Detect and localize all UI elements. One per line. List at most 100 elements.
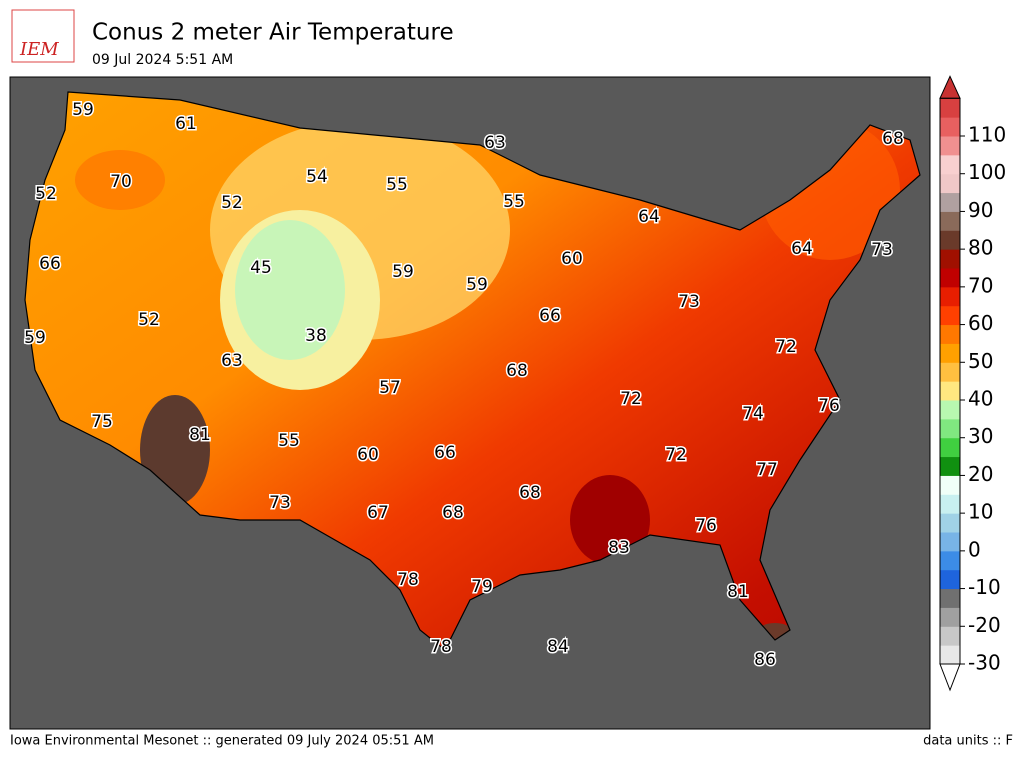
- colorbar-band: [940, 569, 960, 590]
- colorbar-tick-label: 30: [968, 424, 993, 448]
- station-label: 78: [397, 570, 419, 590]
- station-label: 63: [221, 351, 243, 371]
- colorbar-band: [940, 286, 960, 307]
- colorbar-band: [940, 607, 960, 627]
- station-label: 52: [138, 310, 160, 330]
- colorbar-tick-label: 50: [968, 349, 993, 373]
- station-label: 68: [882, 129, 904, 149]
- station-label: 73: [678, 292, 700, 312]
- colorbar-band: [940, 230, 960, 250]
- station-label: 55: [386, 175, 408, 195]
- colorbar-tick-label: 70: [968, 273, 993, 297]
- station-label: 61: [175, 114, 197, 134]
- station-label: 76: [695, 516, 717, 536]
- station-label: 68: [506, 361, 528, 381]
- station-label: 73: [269, 493, 291, 513]
- station-label: 72: [665, 445, 687, 465]
- footer-right: data units :: F: [923, 734, 1013, 749]
- colorbar-band: [940, 192, 960, 212]
- colorbar-tick-label: 110: [968, 123, 1006, 147]
- station-label: 68: [442, 503, 464, 523]
- colorbar-band: [940, 645, 960, 665]
- station-label: 45: [250, 258, 272, 278]
- station-label: 83: [608, 538, 630, 558]
- colorbar-band: [940, 400, 960, 420]
- colorbar-band: [940, 494, 960, 514]
- station-label: 38: [305, 326, 327, 346]
- station-label: 84: [547, 637, 569, 657]
- station-label: 81: [189, 425, 211, 445]
- station-label: 86: [754, 650, 776, 670]
- station-label: 59: [72, 100, 94, 120]
- station-label: 64: [791, 239, 813, 259]
- station-label: 66: [434, 443, 456, 463]
- temperature-field: [25, 92, 920, 650]
- colorbar-tick-label: 40: [968, 387, 993, 411]
- colorbar-band: [940, 324, 960, 344]
- station-label: 66: [39, 254, 61, 274]
- colorbar-extend-top: [939, 75, 961, 99]
- colorbar-band: [940, 588, 960, 608]
- title: Conus 2 meter Air Temperature: [92, 20, 454, 46]
- colorbar-tick-label: 0: [968, 537, 981, 561]
- station-label: 64: [638, 207, 660, 227]
- colorbar-tick-label: 20: [968, 462, 993, 486]
- station-labels: 59 61 63 68 70 54 55 52 52 55 64 64 73 66 45 59 59 60 52 38…: [23, 99, 906, 672]
- colorbar: -30 -20 -10 0 10 20 30 40 50 60 70 80 90 100 110: [939, 75, 1006, 692]
- colorbar-band: [940, 173, 960, 194]
- colorbar-band: [940, 211, 960, 231]
- field-blob: [235, 220, 345, 360]
- logo-text: IEM: [19, 39, 59, 60]
- colorbar-frame: [939, 97, 961, 665]
- colorbar-tick-label: -20: [968, 613, 1001, 637]
- station-label: 76: [818, 396, 840, 416]
- colorbar-band: [940, 343, 960, 363]
- colorbar-tick-label: 80: [968, 236, 993, 260]
- station-label: 72: [620, 389, 642, 409]
- station-label: 81: [727, 582, 749, 602]
- station-label: 79: [471, 577, 493, 597]
- colorbar-band: [940, 136, 960, 156]
- station-label: 78: [430, 637, 452, 657]
- station-label: 73: [871, 240, 893, 260]
- subtitle: 09 Jul 2024 5:51 AM: [92, 52, 233, 68]
- colorbar-band: [940, 418, 960, 439]
- station-label: 67: [367, 503, 389, 523]
- colorbar-band: [940, 475, 960, 495]
- colorbar-band: [940, 437, 960, 458]
- colorbar-band: [940, 98, 960, 118]
- colorbar-tick-label: -10: [968, 575, 1001, 599]
- station-label: 55: [503, 192, 525, 212]
- colorbar-tick-label: 100: [968, 160, 1006, 184]
- colorbar-band: [940, 381, 960, 401]
- colorbar-band: [940, 362, 960, 382]
- colorbar-band: [940, 626, 960, 646]
- station-label: 59: [392, 262, 414, 282]
- colorbar-band: [940, 268, 960, 288]
- colorbar-tick-label: 90: [968, 198, 993, 222]
- colorbar-band: [940, 305, 960, 326]
- station-label: 60: [561, 249, 583, 269]
- field-blob: [75, 150, 165, 210]
- station-label: 74: [742, 404, 764, 424]
- station-label: 63: [484, 133, 506, 153]
- colorbar-band: [940, 550, 960, 571]
- colorbar-extend-bottom: [939, 663, 961, 692]
- colorbar-band: [940, 249, 960, 269]
- colorbar-band: [940, 532, 960, 552]
- station-label: 77: [756, 460, 778, 480]
- field-blob: [570, 475, 650, 565]
- station-label: 59: [466, 275, 488, 295]
- station-label: 57: [379, 378, 401, 398]
- station-label: 55: [278, 431, 300, 451]
- station-label: 70: [110, 172, 132, 192]
- colorbar-tick-label: 10: [968, 500, 993, 524]
- station-label: 52: [221, 193, 243, 213]
- station-label: 68: [519, 483, 541, 503]
- station-label: 54: [306, 167, 328, 187]
- colorbar-band: [940, 456, 960, 476]
- station-label: 52: [35, 184, 57, 204]
- station-label: 75: [91, 412, 113, 432]
- footer-left: Iowa Environmental Mesonet :: generated …: [10, 734, 434, 749]
- colorbar-band: [940, 117, 960, 137]
